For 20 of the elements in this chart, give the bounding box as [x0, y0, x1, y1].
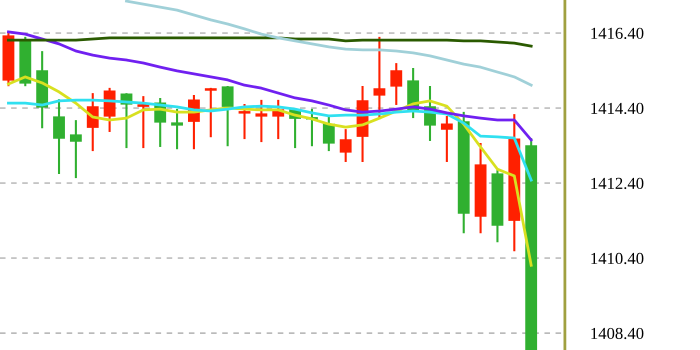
- line-series: [7, 30, 533, 142]
- candlestick: [340, 129, 352, 162]
- candlestick: [222, 86, 234, 146]
- candlestick: [137, 96, 150, 148]
- y-tick-label: 1416.40: [591, 28, 644, 40]
- candlestick: [440, 116, 453, 162]
- y-tick-label: 1408.40: [591, 328, 644, 340]
- line-series: [7, 36, 533, 48]
- candlestick: [204, 88, 217, 138]
- y-tick-label: 1412.40: [591, 178, 644, 190]
- candlestick: [373, 36, 386, 120]
- candlestick: [70, 120, 82, 178]
- candlestick: [171, 108, 183, 150]
- candlestick: [255, 100, 268, 142]
- candlestick: [53, 99, 65, 174]
- y-tick-label: 1414.40: [591, 102, 644, 114]
- candlestick: [390, 63, 402, 105]
- line-series: [125, 0, 533, 87]
- y-tick-label: 1410.40: [591, 252, 644, 264]
- candlestick: [238, 104, 250, 140]
